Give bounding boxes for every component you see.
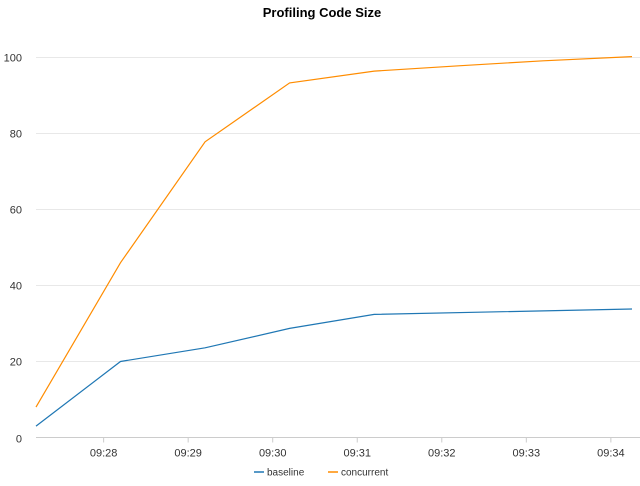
- legend-label-concurrent: concurrent: [341, 468, 388, 479]
- x-tick-label: 09:32: [428, 448, 456, 460]
- y-axis-ticks: 0 20 40 60 80 100: [4, 53, 22, 446]
- legend-label-baseline: baseline: [267, 468, 305, 479]
- x-tick-label: 09:34: [597, 448, 625, 460]
- series-lines: [35, 56, 633, 427]
- x-tick-label: 09:29: [174, 448, 202, 460]
- series-line-concurrent: [35, 56, 633, 408]
- y-tick-label: 60: [10, 205, 22, 217]
- x-tick-label: 09:28: [90, 448, 118, 460]
- x-tick-label: 09:30: [259, 448, 287, 460]
- y-tick-label: 80: [10, 129, 22, 141]
- x-tick-label: 09:33: [513, 448, 541, 460]
- y-tick-label: 0: [16, 434, 22, 446]
- x-tick-label: 09:31: [343, 448, 371, 460]
- y-tick-label: 40: [10, 281, 22, 293]
- x-axis-ticks: 09:28 09:29 09:30 09:31 09:32 09:33 09:34: [90, 437, 625, 460]
- series-line-baseline: [35, 308, 633, 427]
- legend: baseline concurrent: [254, 468, 388, 479]
- y-tick-label: 100: [4, 53, 22, 65]
- y-tick-label: 20: [10, 357, 22, 369]
- chart-title: Profiling Code Size: [263, 5, 381, 20]
- gridlines: [36, 57, 640, 362]
